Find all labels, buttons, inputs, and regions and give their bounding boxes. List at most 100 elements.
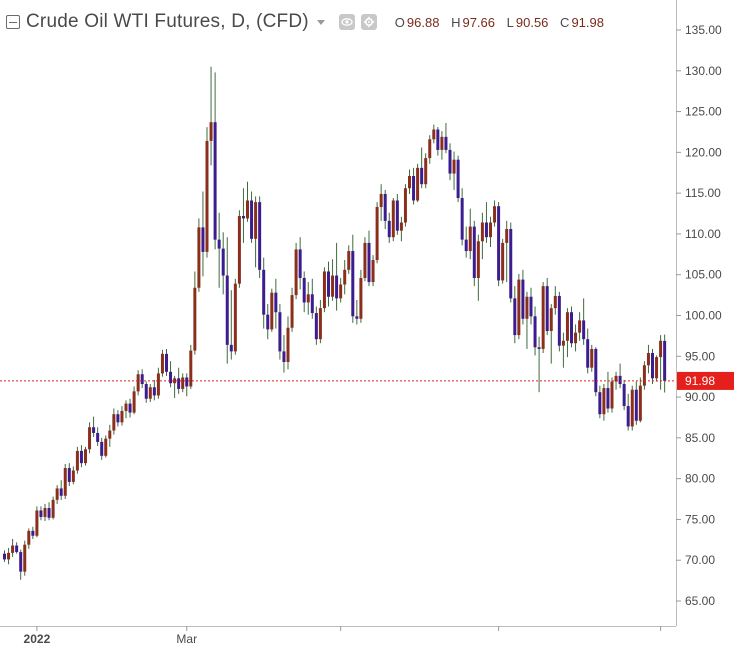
candle-body — [181, 377, 185, 389]
candle-body — [436, 129, 440, 150]
candle — [108, 424, 112, 447]
price-tick-label: 120.00 — [685, 145, 722, 159]
candle-body — [351, 251, 355, 317]
candle — [193, 271, 197, 355]
candle-body — [318, 308, 322, 340]
candle — [570, 306, 573, 348]
candle-body — [3, 553, 6, 560]
candle — [31, 526, 35, 540]
candle-body — [209, 122, 213, 141]
price-tick-label: 95.00 — [685, 349, 715, 363]
candle-body — [306, 294, 310, 303]
candle-body — [233, 283, 237, 352]
price-tick-label: 75.00 — [685, 512, 715, 526]
candle — [472, 220, 476, 287]
candle — [663, 334, 667, 393]
candle — [525, 291, 529, 349]
candle-body — [594, 348, 598, 393]
candle-body — [399, 222, 403, 231]
candle-body — [582, 320, 586, 340]
candle-body — [67, 468, 71, 482]
eye-icon[interactable] — [338, 14, 355, 30]
time-tick-label: Mar — [176, 632, 197, 646]
price-axis: 65.00 70.00 75.00 80.00 85.00 90.00 95.00 100.0… — [676, 0, 722, 626]
candle-body — [493, 206, 497, 223]
candle-body — [290, 295, 294, 328]
candle-body — [63, 468, 67, 496]
candle-body — [497, 206, 501, 281]
symbol-title[interactable]: Crude Oil WTI Futures, D, (CFD) — [26, 11, 309, 32]
candle-body — [27, 530, 31, 545]
candle — [314, 306, 318, 345]
candle — [590, 344, 594, 372]
candle — [509, 222, 513, 303]
candle — [189, 344, 193, 389]
candle — [258, 196, 262, 278]
candle — [3, 550, 6, 562]
candle-body — [363, 242, 367, 278]
chevron-down-icon[interactable] — [316, 19, 325, 25]
candle-body — [472, 226, 476, 278]
candle-body — [359, 277, 363, 319]
candle-body — [476, 241, 480, 278]
collapse-icon[interactable] — [6, 15, 20, 29]
candle — [420, 147, 424, 189]
candle — [545, 277, 549, 336]
candle-body — [116, 414, 120, 423]
candle-body — [371, 260, 375, 283]
candle-body — [128, 403, 132, 413]
candle — [634, 381, 638, 425]
candle — [39, 506, 43, 521]
candle — [148, 384, 152, 402]
price-tick-label: 85.00 — [685, 431, 715, 445]
candle-body — [424, 158, 428, 185]
candle — [541, 282, 545, 354]
candle — [156, 367, 160, 399]
candle — [209, 66, 213, 166]
candle — [35, 506, 39, 538]
price-tick-label: 70.00 — [685, 553, 715, 567]
candle — [561, 332, 565, 368]
candle — [19, 549, 23, 580]
candle-body — [549, 308, 553, 331]
candle-body — [156, 373, 160, 396]
candle-body — [71, 470, 75, 482]
time-axis: 2022 Mar — [0, 626, 676, 646]
candle — [318, 300, 322, 344]
candle-body — [480, 222, 484, 242]
candle — [100, 437, 104, 460]
candle — [387, 212, 391, 243]
candle-body — [79, 450, 83, 464]
candle — [355, 300, 359, 325]
candle-body — [286, 327, 290, 362]
candle — [395, 193, 399, 235]
candle — [610, 377, 614, 413]
candle — [23, 540, 27, 576]
price-tick-label: 80.00 — [685, 472, 715, 486]
candle-body — [521, 279, 525, 319]
candle-body — [250, 200, 254, 239]
candle-body — [517, 279, 521, 336]
candle-body — [638, 385, 642, 421]
candle — [489, 216, 492, 247]
candle-body — [545, 286, 549, 331]
candle-body — [254, 202, 258, 239]
candle — [493, 200, 497, 227]
price-tick-label: 130.00 — [685, 64, 722, 78]
candle — [416, 163, 420, 203]
candle-body — [124, 403, 128, 411]
candle-body — [262, 269, 266, 315]
candle-body — [416, 167, 420, 201]
candle — [586, 328, 590, 374]
candle — [622, 379, 626, 411]
candle-body — [148, 387, 152, 399]
candle — [444, 122, 448, 154]
candle — [517, 273, 521, 340]
candle — [456, 155, 460, 203]
candle-body — [610, 381, 614, 409]
candle-body — [618, 375, 622, 385]
candle-body — [444, 136, 448, 150]
gear-icon[interactable] — [360, 14, 377, 30]
